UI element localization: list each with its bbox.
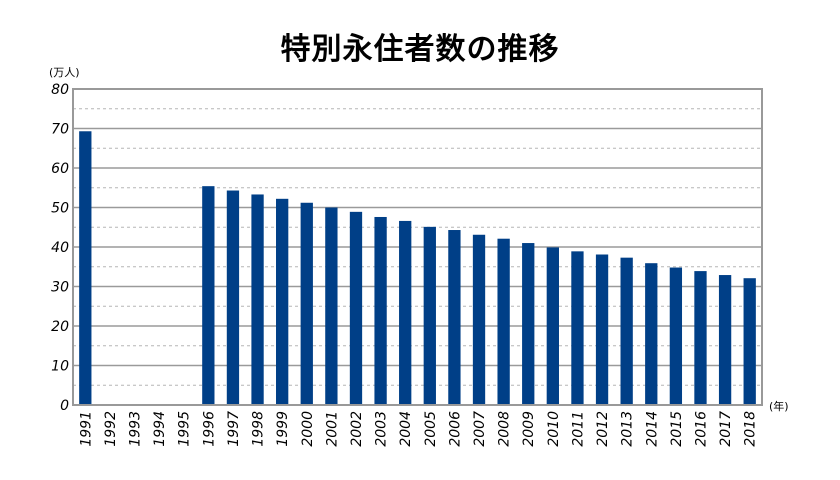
y-tick-label: 80	[51, 82, 69, 98]
bar-2007	[472, 234, 486, 405]
plot-frame	[72, 88, 763, 406]
bar-2000	[300, 202, 313, 405]
x-tick-label: 2009	[521, 411, 537, 447]
x-tick-label: 2000	[300, 411, 316, 447]
x-tick-label: 2008	[497, 411, 513, 447]
bar-2010	[546, 247, 559, 405]
y-tick-label: 20	[51, 319, 69, 335]
bar-2002	[349, 211, 363, 405]
x-tick-label: 2013	[620, 411, 636, 447]
y-tick-label: 40	[51, 240, 69, 256]
x-tick-label: 1995	[177, 411, 193, 447]
bar-2001	[325, 207, 338, 405]
bar-2011	[571, 251, 584, 405]
bar-2016	[694, 271, 707, 405]
x-tick-label: 1998	[251, 411, 267, 447]
x-tick-label: 2012	[595, 411, 611, 447]
x-tick-label: 1994	[152, 411, 168, 447]
y-tick-label: 50	[51, 201, 69, 217]
x-tick-label: 2010	[546, 411, 562, 447]
x-tick-label: 2016	[693, 411, 709, 447]
bar-2013	[620, 257, 633, 405]
x-tick-labels: 1991 1992 1993 1994 1995 1996 1997 1998 1999 2000…	[78, 411, 758, 447]
x-tick-label: 2018	[743, 411, 759, 447]
bar-1991	[79, 131, 92, 405]
x-tick-label: 2001	[324, 411, 340, 447]
x-tick-label: 2006	[447, 411, 463, 447]
x-tick-label: 1991	[78, 411, 94, 447]
grid-lines	[73, 108, 762, 386]
bar-2006	[448, 230, 461, 405]
x-tick-label: 2014	[644, 411, 660, 447]
bar-2012	[595, 254, 609, 405]
chart-title: 特別永住者数の推移	[280, 32, 560, 67]
y-tick-label: 10	[51, 359, 69, 375]
bar-2003	[374, 216, 387, 405]
x-tick-label: 1999	[275, 411, 291, 447]
x-tick-label: 2002	[349, 411, 365, 447]
x-tick-label: 2017	[718, 411, 734, 447]
y-tick-labels: 0 10 20 30 40 50 60 70 80	[51, 82, 69, 414]
bar-1996	[202, 186, 215, 405]
x-tick-label: 2004	[398, 411, 414, 447]
bar-1998	[251, 194, 264, 405]
x-axis-unit: (年)	[769, 399, 789, 413]
bar-2008	[497, 238, 510, 405]
bar-2014	[645, 263, 658, 405]
x-tick-label: 2011	[570, 411, 586, 447]
bar-2018	[743, 278, 756, 405]
x-tick-label: 2015	[669, 411, 685, 447]
x-tick-label: 1996	[201, 411, 217, 447]
bar-2005	[423, 226, 436, 405]
x-tick-label: 1992	[103, 411, 119, 447]
y-tick-label: 70	[51, 122, 69, 138]
y-tick-label: 30	[51, 280, 69, 296]
bar-1997	[226, 190, 240, 405]
bar-2004	[399, 220, 412, 405]
bars	[79, 131, 756, 405]
bar-1999	[276, 198, 289, 405]
bar-2017	[718, 275, 732, 405]
x-tick-label: 2003	[374, 411, 390, 447]
bar-2009	[522, 243, 535, 405]
x-tick-label: 1997	[226, 411, 242, 447]
y-tick-label: 0	[60, 398, 69, 414]
bar-2015	[669, 267, 683, 405]
y-tick-label: 60	[51, 161, 69, 177]
y-axis-unit: (万人)	[49, 66, 80, 79]
x-tick-label: 1993	[128, 411, 144, 447]
x-tick-label: 2005	[423, 411, 439, 447]
x-tick-label: 2007	[472, 411, 488, 447]
